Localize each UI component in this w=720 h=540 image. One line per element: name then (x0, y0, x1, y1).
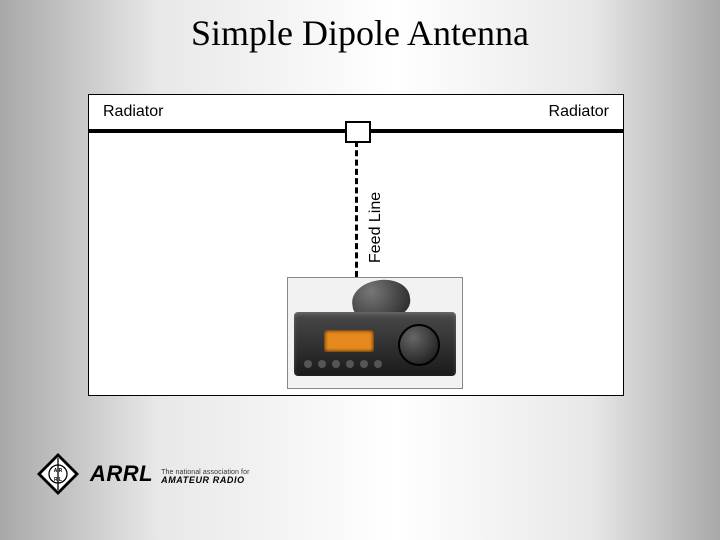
arrl-logo-text: ARRL The national association for AMATEU… (90, 463, 250, 485)
radio-button (318, 360, 326, 368)
feed-line-label: Feed Line (367, 192, 385, 263)
radio-button (360, 360, 368, 368)
arrl-subtitle: AMATEUR RADIO (161, 476, 249, 485)
radio-button (332, 360, 340, 368)
radio-button (374, 360, 382, 368)
dipole-diagram: Radiator Radiator Feed Line (88, 94, 624, 396)
radio-button (346, 360, 354, 368)
radio-transceiver (287, 277, 463, 389)
arrl-wordmark: ARRL (90, 463, 153, 485)
radio-button (304, 360, 312, 368)
feed-line (355, 141, 358, 277)
svg-text:A R: A R (54, 468, 63, 474)
arrl-logo: A R R L ARRL The national association fo… (36, 452, 250, 496)
radiator-left-line (89, 129, 345, 133)
svg-text:R L: R L (54, 477, 62, 483)
arrl-diamond-icon: A R R L (36, 452, 80, 496)
radiator-right-label: Radiator (549, 103, 609, 121)
radiator-left-label: Radiator (103, 103, 163, 121)
radio-display (324, 330, 374, 352)
radiator-right-line (367, 129, 623, 133)
radio-tuning-dial (398, 324, 440, 366)
radio-body (294, 312, 456, 376)
feed-point-box (345, 121, 371, 143)
page-title: Simple Dipole Antenna (0, 12, 720, 54)
slide: Simple Dipole Antenna Radiator Radiator … (0, 0, 720, 540)
